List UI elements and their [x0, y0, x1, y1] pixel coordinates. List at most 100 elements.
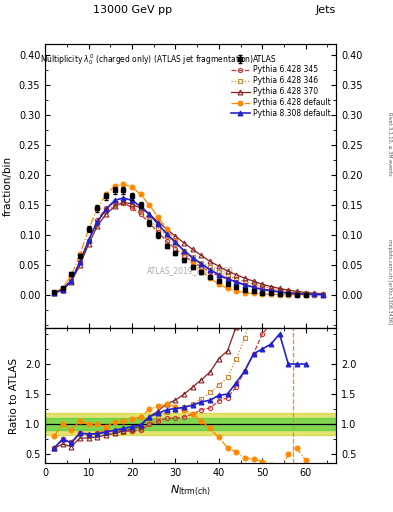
Y-axis label: fraction/bin: fraction/bin [3, 156, 13, 216]
Pythia 6.428 370 [182, 240, 186, 246]
Pythia 6.428 default [130, 184, 134, 190]
Line: Pythia 6.428 370: Pythia 6.428 370 [51, 200, 325, 296]
Pythia 6.428 346 [312, 291, 317, 297]
Pythia 6.428 370 [242, 275, 247, 281]
Pythia 6.428 370 [277, 285, 282, 291]
Pythia 6.428 346 [268, 285, 273, 291]
Pythia 6.428 346 [60, 287, 65, 293]
Pythia 6.428 345 [95, 217, 100, 223]
Pythia 6.428 346 [225, 273, 230, 279]
Pythia 6.428 370 [95, 223, 100, 229]
Pythia 6.428 345 [199, 264, 204, 270]
Pythia 6.428 346 [138, 209, 143, 216]
Pythia 6.428 346 [104, 208, 108, 214]
Pythia 6.428 345 [86, 238, 91, 244]
Pythia 6.428 370 [268, 284, 273, 290]
Pythia 6.428 default [199, 268, 204, 274]
Pythia 6.428 default [295, 292, 299, 298]
Pythia 6.428 370 [77, 262, 82, 268]
Pythia 8.308 default [199, 261, 204, 267]
Pythia 6.428 370 [69, 279, 73, 285]
Pythia 6.428 default [121, 181, 126, 187]
Pythia 8.308 default [208, 267, 213, 273]
Pythia 6.428 default [69, 273, 73, 279]
Pythia 6.428 370 [321, 291, 325, 297]
Pythia 6.428 370 [225, 268, 230, 274]
Pythia 6.428 345 [286, 289, 291, 295]
Pythia 6.428 370 [112, 203, 117, 209]
Pythia 8.308 default [112, 197, 117, 203]
Pythia 6.428 default [112, 183, 117, 189]
Line: Pythia 6.428 default: Pythia 6.428 default [51, 182, 317, 297]
Pythia 6.428 default [242, 289, 247, 295]
Pythia 6.428 346 [173, 241, 178, 247]
Pythia 6.428 370 [303, 289, 308, 295]
Pythia 6.428 346 [208, 264, 213, 270]
Text: mcplots.cern.ch [arXiv:1306.3436]: mcplots.cern.ch [arXiv:1306.3436] [387, 239, 392, 324]
Pythia 6.428 default [173, 238, 178, 244]
Pythia 6.428 370 [121, 199, 126, 205]
Pythia 6.428 345 [69, 277, 73, 283]
Pythia 6.428 346 [277, 287, 282, 293]
Pythia 6.428 345 [130, 205, 134, 211]
Pythia 6.428 370 [286, 287, 291, 293]
Pythia 6.428 346 [69, 277, 73, 283]
Pythia 6.428 default [268, 291, 273, 297]
Pythia 6.428 346 [217, 269, 221, 275]
Pythia 6.428 345 [191, 259, 195, 265]
Pythia 6.428 346 [77, 259, 82, 265]
Pythia 6.428 default [51, 289, 56, 295]
Pythia 6.428 345 [225, 276, 230, 283]
Pythia 6.428 345 [312, 291, 317, 297]
Pythia 6.428 default [156, 214, 160, 220]
Pythia 6.428 346 [242, 279, 247, 285]
Pythia 6.428 default [208, 275, 213, 281]
Pythia 6.428 346 [251, 281, 256, 287]
Pythia 6.428 346 [95, 219, 100, 225]
Pythia 6.428 370 [86, 241, 91, 247]
Pythia 6.428 345 [164, 238, 169, 244]
Pythia 8.308 default [60, 287, 65, 293]
Pythia 8.308 default [268, 288, 273, 294]
Pythia 6.428 345 [77, 259, 82, 265]
Pythia 6.428 346 [260, 284, 264, 290]
Pythia 6.428 345 [60, 287, 65, 293]
Pythia 6.428 345 [277, 288, 282, 294]
Pythia 6.428 345 [112, 199, 117, 205]
Pythia 6.428 default [77, 251, 82, 258]
Pythia 6.428 370 [208, 259, 213, 265]
Pythia 6.428 default [251, 290, 256, 296]
Pythia 6.428 370 [312, 290, 317, 296]
Pythia 6.428 370 [130, 201, 134, 207]
Pythia 8.308 default [286, 290, 291, 296]
Pythia 6.428 345 [303, 291, 308, 297]
Pythia 6.428 345 [242, 282, 247, 288]
Pythia 8.308 default [234, 279, 239, 285]
Pythia 6.428 345 [138, 211, 143, 217]
Line: Pythia 6.428 346: Pythia 6.428 346 [52, 201, 325, 296]
Pythia 6.428 default [217, 281, 221, 287]
Pythia 8.308 default [312, 291, 317, 297]
Pythia 6.428 370 [51, 290, 56, 296]
Pythia 8.308 default [191, 255, 195, 261]
Pythia 6.428 default [277, 291, 282, 297]
Pythia 6.428 346 [199, 260, 204, 266]
Pythia 6.428 346 [86, 238, 91, 244]
Pythia 6.428 default [191, 259, 195, 265]
Pythia 6.428 370 [104, 211, 108, 217]
Pythia 6.428 default [303, 292, 308, 298]
Pythia 8.308 default [303, 291, 308, 297]
Text: ATLAS_2019_I1740909: ATLAS_2019_I1740909 [147, 267, 234, 275]
Pythia 8.308 default [251, 284, 256, 290]
Pythia 8.308 default [321, 292, 325, 298]
Text: 13000 GeV pp: 13000 GeV pp [93, 5, 172, 15]
Pythia 6.428 345 [104, 205, 108, 211]
Pythia 6.428 346 [164, 233, 169, 240]
Pythia 6.428 346 [321, 291, 325, 297]
Pythia 6.428 345 [156, 229, 160, 235]
Pythia 6.428 default [138, 191, 143, 198]
Pythia 6.428 370 [156, 219, 160, 225]
Pythia 6.428 default [164, 226, 169, 232]
Pythia 6.428 346 [51, 290, 56, 296]
Pythia 6.428 345 [51, 290, 56, 296]
